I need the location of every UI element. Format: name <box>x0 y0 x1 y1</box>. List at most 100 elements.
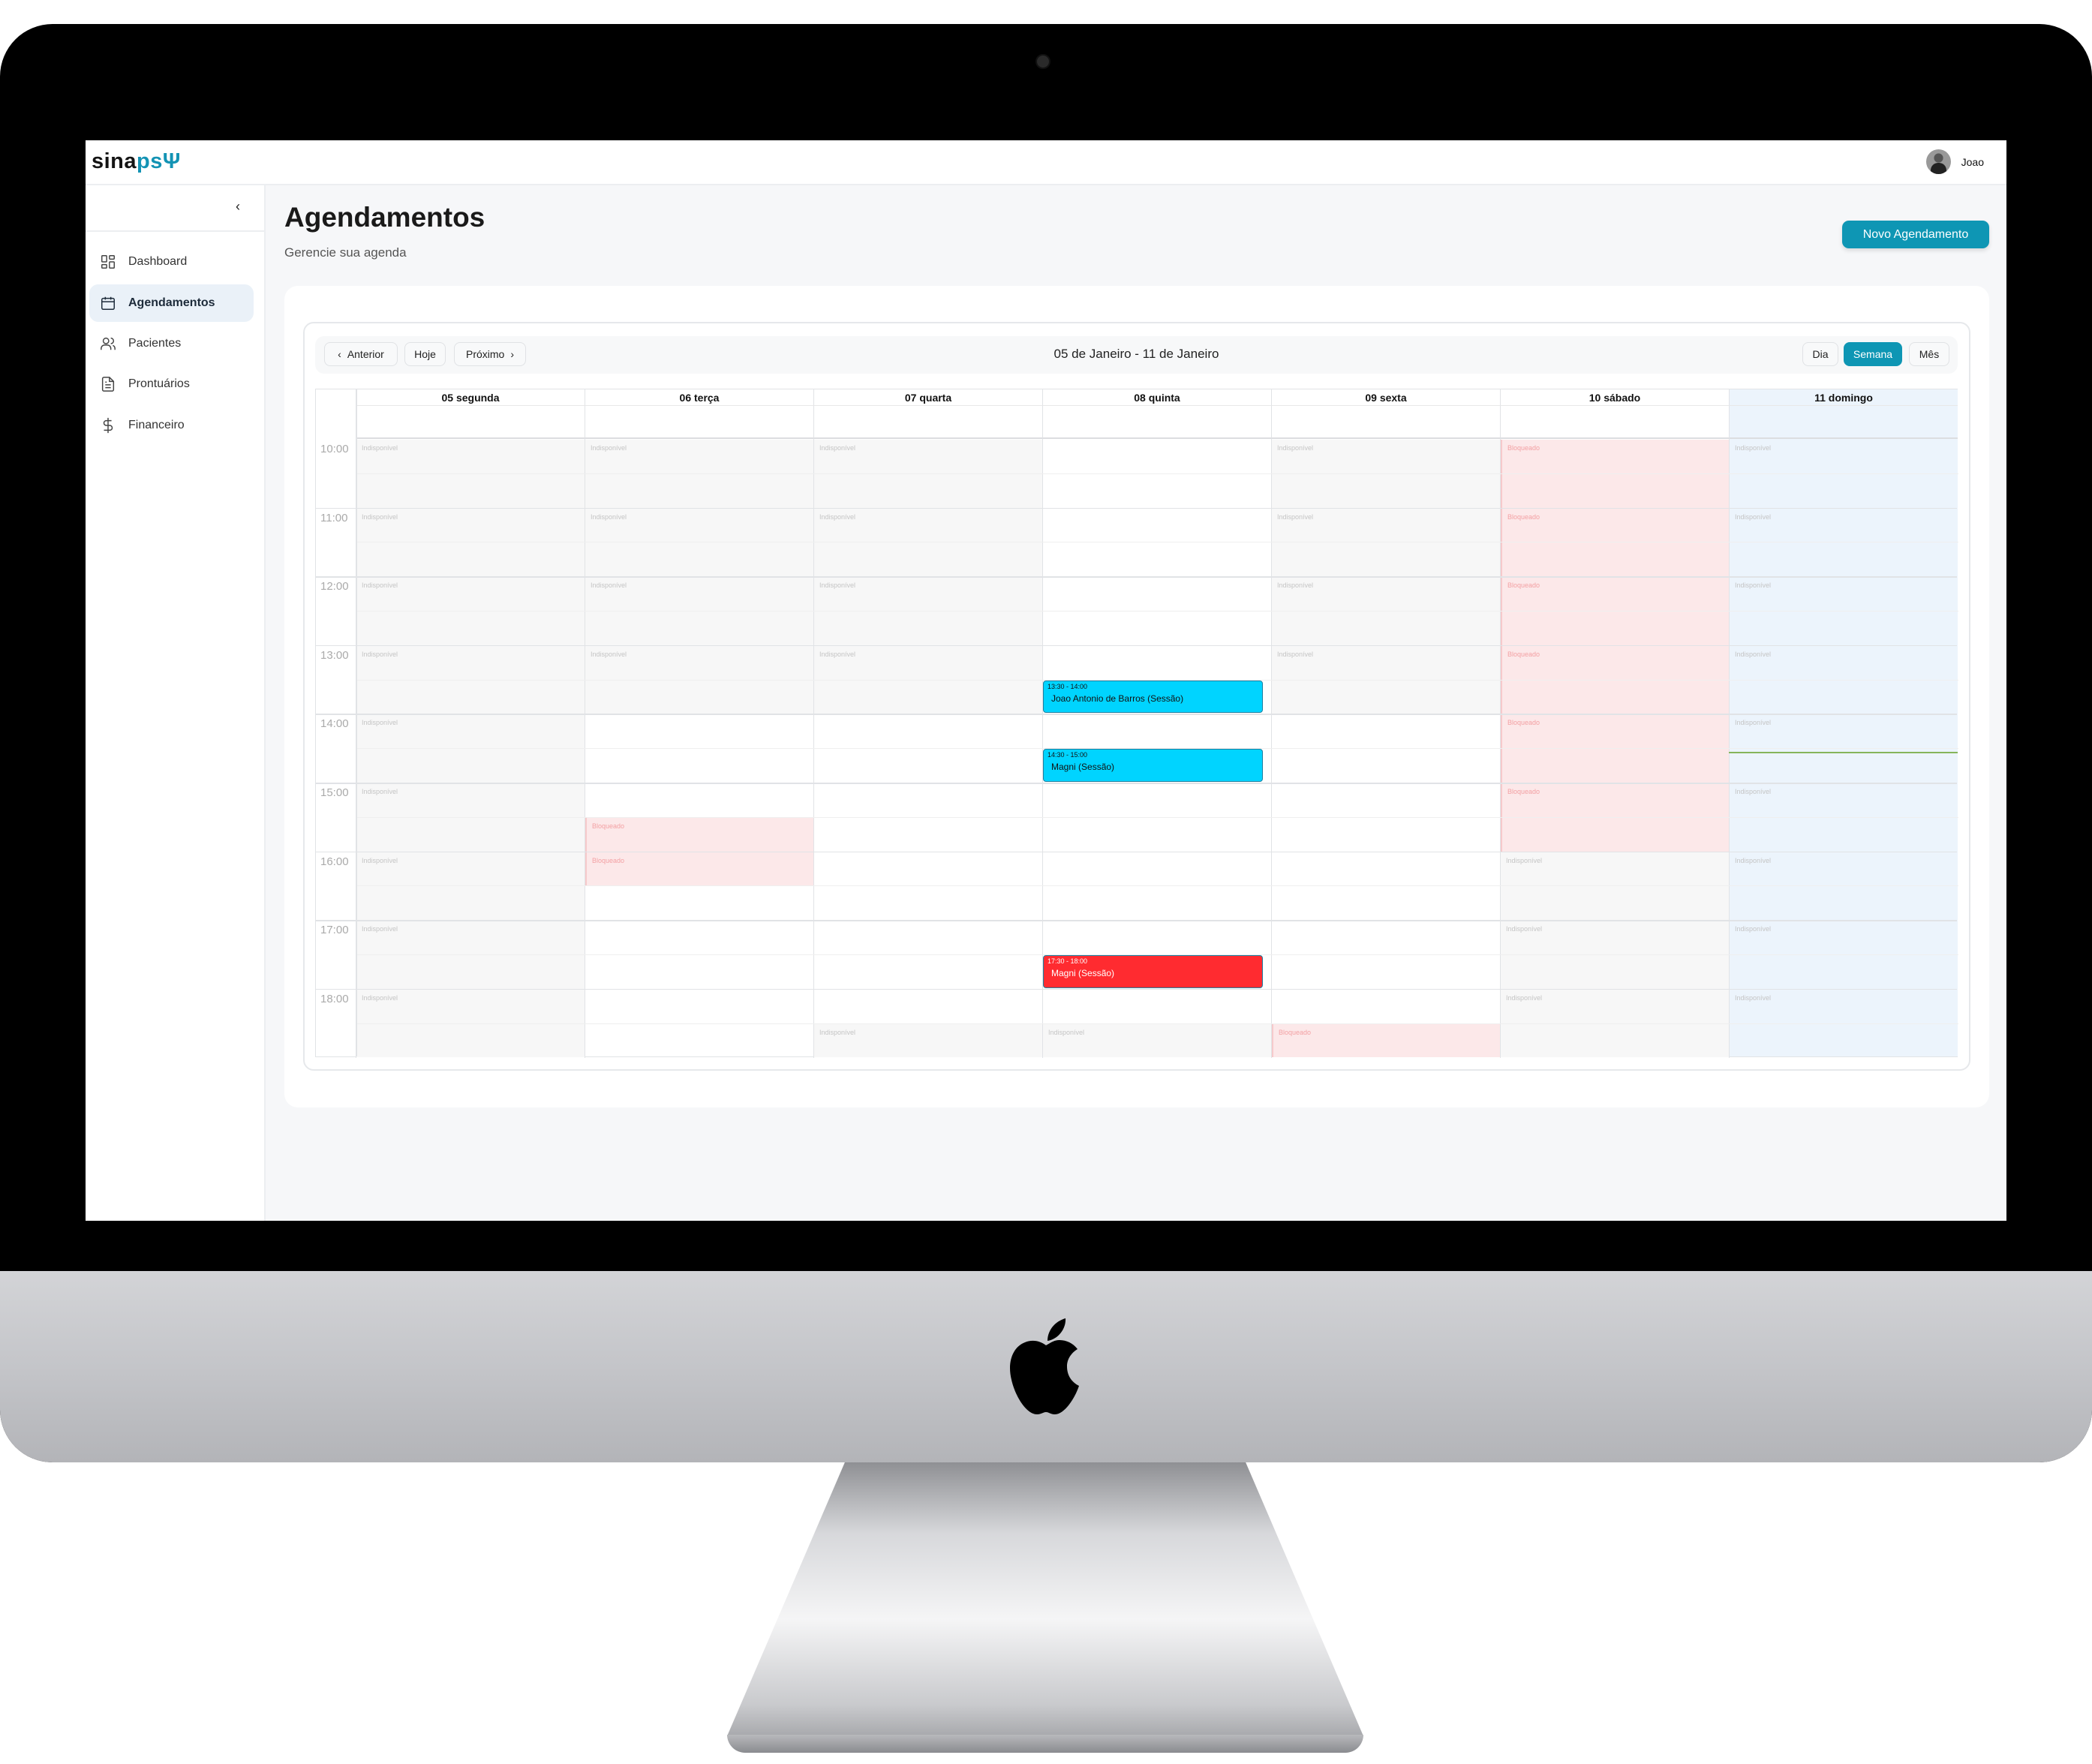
sidebar: ‹ Dashboard Agendamentos Pacientes Pront… <box>86 185 266 1221</box>
sidebar-item-financeiro[interactable]: Financeiro <box>89 407 254 444</box>
time-label: 12:00 <box>320 580 349 594</box>
day-header: 09 sexta <box>1271 389 1500 406</box>
sidebar-item-pacientes[interactable]: Pacientes <box>89 325 254 362</box>
unavailable-slot[interactable]: Indisponível <box>1735 719 1772 727</box>
user-menu[interactable]: Joao <box>1925 149 1984 174</box>
hour-line <box>316 851 1957 853</box>
today-button[interactable]: Hoje <box>404 342 446 366</box>
time-label: 17:00 <box>320 924 349 937</box>
unavailable-slot[interactable]: Indisponível <box>1735 581 1772 590</box>
all-day-slot[interactable] <box>813 406 1042 439</box>
avatar[interactable] <box>1925 149 1951 174</box>
today-column-highlight <box>1729 389 1958 1056</box>
appointment-event[interactable]: 17:30 - 18:00 Magni (Sessão) <box>1043 955 1263 988</box>
all-day-slot[interactable] <box>356 406 585 439</box>
half-hour-line <box>356 679 1958 681</box>
unavailable-slot[interactable]: Indisponível <box>1735 512 1772 521</box>
app-screen: sinapsΨ Joao ‹ Dashboard Agendamentos Pa… <box>86 140 2006 1221</box>
view-day-button[interactable]: Dia <box>1802 342 1838 366</box>
date-range-title: 05 de Janeiro - 11 de Janeiro <box>1054 347 1219 361</box>
day-header: 06 terça <box>585 389 813 406</box>
unavailable-slot[interactable]: Indisponível <box>1735 444 1772 452</box>
hour-line <box>316 576 1957 578</box>
appointment-event[interactable]: 13:30 - 14:00 Joao Antonio de Barros (Ses… <box>1043 680 1263 714</box>
calendar-icon <box>101 296 115 310</box>
all-day-slot[interactable] <box>1042 406 1271 439</box>
page-subtitle: Gerencie sua agenda <box>284 245 407 260</box>
calendar-container <box>303 322 1970 1071</box>
current-time-indicator <box>1729 751 1958 753</box>
sidebar-item-prontuarios[interactable]: Prontuários <box>89 365 254 403</box>
half-hour-line <box>356 816 1958 818</box>
unavailable-slot[interactable]: Indisponível <box>1735 925 1772 933</box>
time-label: 11:00 <box>320 511 348 524</box>
unavailable-slot[interactable]: Indisponível <box>1735 856 1772 864</box>
day-header: 07 quarta <box>813 389 1042 406</box>
dollar-icon <box>103 417 113 434</box>
unavailable-slot[interactable]: Indisponível <box>1735 993 1772 1002</box>
half-hour-line <box>356 748 1958 750</box>
user-name: Joao <box>1961 155 1984 168</box>
time-column-divider <box>356 389 357 1056</box>
hour-line <box>316 920 1957 921</box>
all-day-slot[interactable] <box>1729 406 1958 439</box>
apple-logo-icon <box>1010 1318 1079 1414</box>
all-day-slot[interactable] <box>585 406 813 439</box>
event-time: 14:30 - 15:00 <box>1048 751 1088 759</box>
blocked-slot[interactable]: Bloqueado <box>585 817 813 852</box>
event-time: 17:30 - 18:00 <box>1048 957 1088 965</box>
event-title: Magni (Sessão) <box>1051 968 1115 978</box>
hour-line <box>316 783 1957 784</box>
half-hour-line <box>356 611 1958 612</box>
blocked-slot[interactable]: Bloqueado <box>1272 1023 1500 1058</box>
all-day-slot[interactable] <box>1500 406 1729 439</box>
page-title: Agendamentos <box>284 202 485 233</box>
dashboard-icon <box>101 255 115 269</box>
unavailable-slot[interactable]: Indisponível <box>814 1023 1042 1058</box>
time-label: 13:00 <box>320 648 349 662</box>
unavailable-slot[interactable]: Indisponível <box>1735 788 1772 795</box>
half-hour-line <box>356 1023 1958 1024</box>
unavailable-slot[interactable]: Indisponível <box>1043 1023 1271 1058</box>
view-month-button[interactable]: Mês <box>1909 342 1949 366</box>
day-header: 08 quinta <box>1042 389 1271 406</box>
event-title: Magni (Sessão) <box>1051 762 1115 773</box>
imac-chin <box>0 1271 2092 1462</box>
hour-line <box>316 988 1957 990</box>
top-bar: sinapsΨ Joao <box>86 140 2006 185</box>
chevron-left-icon[interactable]: ‹ <box>236 199 240 214</box>
time-label: 18:00 <box>320 992 349 1005</box>
time-label: 16:00 <box>320 855 349 868</box>
hour-line <box>316 507 1957 509</box>
blocked-slot[interactable]: Bloqueado <box>585 852 813 886</box>
next-button[interactable]: Próximo › <box>454 342 526 366</box>
appointment-event[interactable]: 14:30 - 15:00 Magni (Sessão) <box>1043 749 1263 782</box>
sidebar-item-agendamentos[interactable]: Agendamentos <box>89 284 254 322</box>
half-hour-line <box>356 954 1958 955</box>
view-week-button[interactable]: Semana <box>1844 342 1902 366</box>
day-header: 05 segunda <box>356 389 585 406</box>
hour-line <box>316 645 1957 647</box>
half-hour-line <box>356 473 1958 474</box>
chevron-right-icon: › <box>510 348 515 360</box>
time-label: 10:00 <box>320 443 349 455</box>
calendar-toolbar: 05 de Janeiro - 11 de Janeiro ‹ Anterior … <box>315 336 1958 374</box>
hour-line <box>316 714 1957 715</box>
day-header: 11 domingo <box>1729 389 1958 406</box>
sidebar-item-dashboard[interactable]: Dashboard <box>89 243 254 281</box>
unavailable-slot[interactable]: Indisponível <box>1735 650 1772 658</box>
new-appointment-button[interactable]: Novo Agendamento <box>1842 221 1989 248</box>
camera <box>1035 54 1051 69</box>
previous-button[interactable]: ‹ Anterior <box>324 342 398 366</box>
divider <box>86 230 266 232</box>
users-icon <box>101 337 116 350</box>
imac-stand-base <box>727 1735 1363 1753</box>
event-title: Joao Antonio de Barros (Sessão) <box>1051 693 1184 704</box>
event-time: 13:30 - 14:00 <box>1048 682 1088 690</box>
imac-stand <box>727 1462 1363 1736</box>
all-day-slot[interactable] <box>1271 406 1500 439</box>
half-hour-line <box>356 885 1958 887</box>
logo: sinapsΨ <box>92 149 181 173</box>
time-label: 14:00 <box>320 717 349 731</box>
time-label: 15:00 <box>320 786 349 799</box>
